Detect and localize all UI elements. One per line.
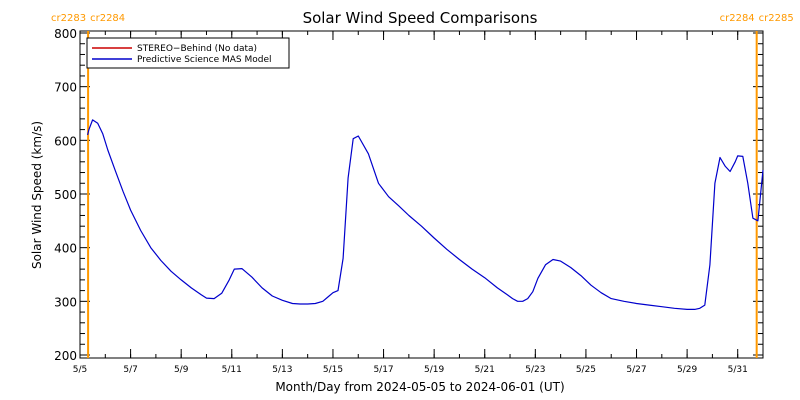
legend-box — [86, 37, 290, 69]
x-tick-label-1: 5/7 — [123, 365, 137, 375]
x-tick-label-9: 5/23 — [525, 365, 545, 375]
x-tick-label-11: 5/27 — [626, 365, 646, 375]
x-axis-label: Month/Day from 2024-05-05 to 2024-06-01 … — [275, 380, 564, 394]
x-tick-label-8: 5/21 — [475, 365, 495, 375]
y-tick-label-0: 200 — [54, 349, 77, 363]
y-tick-label-3: 500 — [54, 188, 77, 202]
x-tick-label-4: 5/13 — [272, 365, 292, 375]
x-tick-label-12: 5/29 — [677, 365, 697, 375]
y-axis: 200 300 400 500 600 700 800 — [54, 27, 763, 363]
carrington-right-label-0: cr2284 — [90, 13, 125, 24]
x-tick-label-6: 5/17 — [373, 365, 393, 375]
x-tick-label-5: 5/15 — [323, 365, 343, 375]
x-tick-label-7: 5/19 — [424, 365, 444, 375]
carrington-markers: cr2283 cr2284 cr2284 cr2285 — [51, 13, 794, 358]
x-tick-label-2: 5/9 — [174, 365, 189, 375]
x-tick-label-3: 5/11 — [222, 365, 242, 375]
chart-title: Solar Wind Speed Comparisons — [303, 9, 538, 27]
legend-label-stereo: STEREO−Behind (No data) — [137, 44, 257, 54]
x-axis: 5/5 5/7 5/9 5/11 5/13 5/15 5/17 5/19 5/21 5/23 5/2… — [73, 31, 764, 375]
x-tick-label-13: 5/31 — [728, 365, 748, 375]
x-tick-label-10: 5/25 — [576, 365, 596, 375]
legend-label-mas-model: Predictive Science MAS Model — [137, 55, 272, 65]
series-line-1 — [87, 119, 764, 310]
y-axis-label: Solar Wind Speed (km/s) — [30, 121, 44, 269]
carrington-left-label-0: cr2283 — [51, 13, 86, 24]
series-layer — [87, 119, 764, 310]
y-tick-label-5: 700 — [54, 81, 77, 95]
y-tick-label-4: 600 — [54, 134, 77, 148]
x-tick-label-0: 5/5 — [73, 365, 87, 375]
y-tick-label-1: 300 — [54, 295, 77, 309]
plot-frame — [79, 30, 764, 359]
carrington-left-label-1: cr2284 — [720, 13, 755, 24]
legend: STEREO−Behind (No data) Predictive Scien… — [86, 37, 290, 69]
y-tick-label-2: 400 — [54, 242, 77, 256]
y-tick-label-6: 800 — [54, 27, 77, 41]
carrington-right-label-1: cr2285 — [759, 13, 794, 24]
